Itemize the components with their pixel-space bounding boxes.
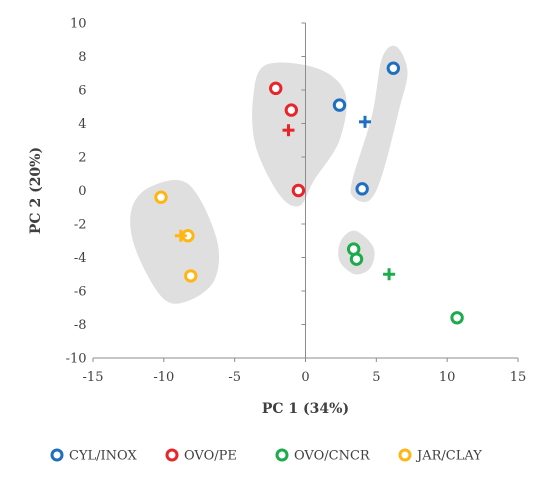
- axes: -10 -8 -6 -4 -2 0 2 4 6 8 10 -15 -10 -5 0 5 10 15: [66, 17, 527, 386]
- legend-marker: [50, 448, 64, 462]
- legend-label: OVO/CNCR: [294, 449, 371, 464]
- data-point-cyl-inox: [386, 61, 401, 75]
- centroid-marker-jar-clay: [174, 229, 187, 242]
- group-region-cyl-inox: [350, 45, 408, 203]
- y-tick-label: 2: [78, 151, 86, 166]
- x-tick-label: -10: [153, 370, 174, 385]
- x-tick-label: -5: [228, 370, 241, 385]
- x-tick-label: 5: [372, 370, 380, 385]
- x-axis-title: PC 1 (34%): [262, 401, 349, 417]
- y-tick-label: -4: [74, 251, 87, 266]
- data-point-cyl-inox: [355, 182, 369, 196]
- x-tick-label: 10: [439, 370, 456, 385]
- legend-marker: [275, 448, 289, 462]
- data-point-ovo-pe: [284, 103, 299, 117]
- legend-label: JAR/CLAY: [415, 449, 482, 464]
- legend-item-jar-clay: JAR/CLAY: [398, 448, 482, 464]
- y-axis-title: PC 2 (20%): [28, 147, 44, 234]
- group-region-jar-clay: [130, 179, 220, 304]
- data-point-ovo-pe: [291, 183, 306, 198]
- y-tick-label: 4: [78, 117, 86, 132]
- x-tick-label: 15: [510, 370, 527, 385]
- legend-item-ovo-cncr: OVO/CNCR: [275, 448, 371, 464]
- centroid-marker-ovo-pe: [282, 124, 295, 137]
- y-tick-label: 0: [78, 184, 86, 199]
- data-point-ovo-cncr: [450, 311, 464, 325]
- group-region-ovo-pe: [252, 62, 347, 207]
- legend-marker: [165, 448, 179, 462]
- x-tick-label: 0: [301, 370, 309, 385]
- group-regions: [130, 45, 408, 304]
- y-tick-label: -6: [74, 285, 87, 300]
- centroid-marker-ovo-cncr: [383, 268, 396, 281]
- data-points: [154, 61, 464, 325]
- y-tick-label: -8: [74, 318, 87, 333]
- legend: CYL/INOX OVO/PE OVO/CNCR JAR/CLAY: [50, 448, 482, 464]
- y-tick-label: 6: [78, 84, 86, 99]
- legend-label: OVO/PE: [184, 449, 237, 464]
- x-tick-label: -15: [83, 370, 104, 385]
- centroid-marker-cyl-inox: [359, 115, 371, 128]
- y-tick-label: -2: [74, 218, 87, 233]
- data-point-jar-clay: [154, 190, 168, 204]
- data-point-jar-clay: [184, 269, 198, 283]
- y-tick-label: 10: [70, 17, 87, 32]
- data-point-cyl-inox: [332, 98, 347, 112]
- legend-item-cyl-inox: CYL/INOX: [50, 448, 137, 464]
- y-tick-label: 8: [78, 50, 86, 65]
- legend-label: CYL/INOX: [69, 449, 137, 464]
- y-tick-label: -10: [66, 352, 87, 367]
- legend-item-ovo-pe: OVO/PE: [165, 448, 237, 464]
- data-point-ovo-cncr: [349, 252, 364, 266]
- legend-marker: [398, 448, 412, 462]
- data-point-ovo-pe: [269, 81, 283, 96]
